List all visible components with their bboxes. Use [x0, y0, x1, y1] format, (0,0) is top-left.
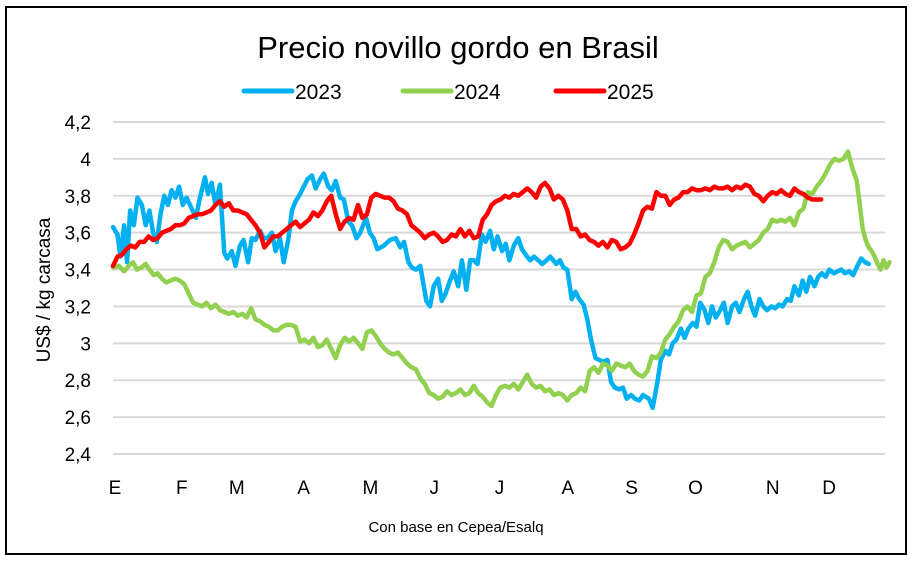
legend-item-2024[interactable]: 2024 [400, 81, 501, 104]
legend-item-2023[interactable]: 2023 [241, 81, 342, 104]
x-tick-label: N [766, 478, 780, 499]
y-tick-label: 4,2 [65, 113, 91, 134]
source-note: Con base en Cepea/Esalq [368, 519, 543, 536]
y-tick-label: 3,6 [65, 224, 91, 245]
chart-title: Precio novillo gordo en Brasil [257, 30, 659, 65]
x-tick-label: D [822, 478, 836, 499]
series-line-2024 [110, 149, 892, 409]
x-tick-label: J [495, 478, 505, 499]
series-line-2023 [110, 171, 871, 411]
series-line-2025 [110, 180, 824, 269]
x-tick-label: F [176, 478, 188, 499]
legend-label-2025: 2025 [607, 81, 654, 104]
x-tick-label: J [429, 478, 439, 499]
x-tick-label: A [297, 478, 310, 499]
x-tick-label: A [561, 478, 574, 499]
gridlines [113, 121, 885, 455]
y-tick-label: 2,8 [65, 371, 91, 392]
legend: 2023 2024 2025 [241, 81, 654, 104]
series-lines [110, 149, 892, 411]
y-tick-label: 3,8 [65, 187, 91, 208]
legend-label-2024: 2024 [454, 81, 501, 104]
y-tick-label: 2,6 [65, 408, 91, 429]
y-axis-ticks: 4,2 4 3,8 3,6 3,4 3,2 3 2,8 2,6 2,4 [65, 113, 92, 466]
x-tick-label: M [362, 478, 378, 499]
x-tick-label: O [688, 478, 703, 499]
y-tick-label: 3,4 [65, 261, 92, 282]
y-tick-label: 3,2 [65, 297, 91, 318]
y-axis-label: US$ / kg carcasa [34, 217, 55, 362]
y-tick-label: 3 [80, 334, 91, 355]
x-tick-label: S [625, 478, 638, 499]
x-tick-label: M [229, 478, 245, 499]
legend-label-2023: 2023 [295, 81, 342, 104]
y-tick-label: 2,4 [65, 445, 92, 466]
y-tick-label: 4 [80, 150, 91, 171]
x-tick-label: E [109, 478, 122, 499]
legend-item-2025[interactable]: 2025 [553, 81, 654, 104]
